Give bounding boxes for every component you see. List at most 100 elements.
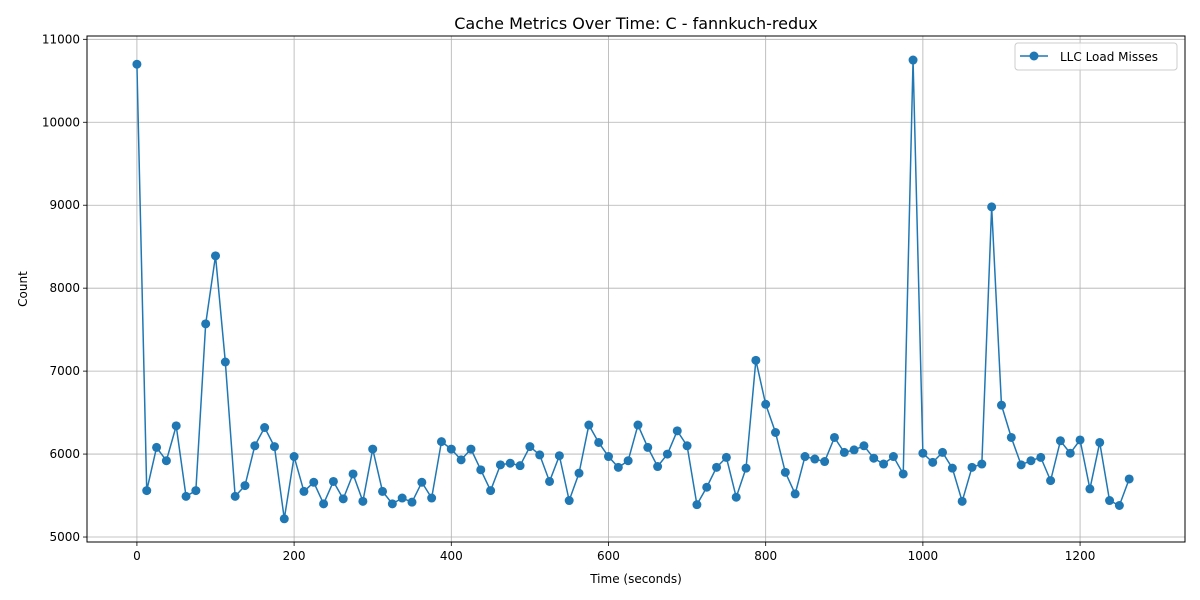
- data-point: [957, 496, 967, 506]
- data-point: [908, 55, 918, 65]
- x-tick-label: 600: [597, 549, 620, 563]
- data-point: [1095, 437, 1105, 447]
- data-point: [289, 452, 299, 462]
- data-point: [869, 453, 879, 463]
- data-point: [407, 497, 417, 507]
- x-tick-label: 1000: [908, 549, 939, 563]
- data-point: [839, 447, 849, 457]
- plot-frame: [86, 35, 1186, 543]
- y-tick-label: 10000: [42, 115, 80, 129]
- legend-box: [1014, 42, 1178, 71]
- data-point: [751, 355, 761, 365]
- data-point: [653, 462, 663, 472]
- y-tick-label: 9000: [49, 198, 80, 212]
- data-point: [1065, 448, 1075, 458]
- data-point: [702, 482, 712, 492]
- data-point: [387, 499, 397, 509]
- data-point: [564, 496, 574, 506]
- data-point: [1085, 484, 1095, 494]
- x-axis-label: Time (seconds): [589, 572, 682, 586]
- data-point: [348, 469, 358, 479]
- data-point: [368, 444, 378, 454]
- data-point: [1006, 432, 1016, 442]
- data-point: [918, 448, 928, 458]
- data-point: [1124, 474, 1134, 484]
- data-point: [947, 463, 957, 473]
- grid-lines: [87, 36, 1185, 542]
- x-tick-label: 800: [754, 549, 777, 563]
- data-point: [161, 456, 171, 466]
- data-point: [1105, 496, 1115, 506]
- data-point: [338, 494, 348, 504]
- data-point: [761, 399, 771, 409]
- data-point: [829, 432, 839, 442]
- data-point: [613, 462, 623, 472]
- data-point: [436, 437, 446, 447]
- data-point: [712, 462, 722, 472]
- data-point: [692, 500, 702, 510]
- chart-title: Cache Metrics Over Time: C - fannkuch-re…: [454, 14, 818, 33]
- x-tick-label: 1200: [1065, 549, 1096, 563]
- x-tick-label: 200: [283, 549, 306, 563]
- data-point: [996, 400, 1006, 410]
- data-point: [938, 447, 948, 457]
- data-point: [495, 460, 505, 470]
- data-point: [790, 489, 800, 499]
- data-point: [623, 456, 633, 466]
- data-point: [427, 493, 437, 503]
- data-point: [554, 451, 564, 461]
- data-point: [525, 442, 535, 452]
- data-point: [780, 467, 790, 477]
- data-point: [250, 441, 260, 451]
- axes: 0 200 400 600 800 1000 1200 5000 6000 7000 8000 900…: [42, 32, 1096, 563]
- y-tick-label: 6000: [49, 447, 80, 461]
- data-point: [171, 421, 181, 431]
- data-point: [446, 444, 456, 454]
- data-point: [1055, 436, 1065, 446]
- data-point: [358, 496, 368, 506]
- data-point: [731, 492, 741, 502]
- data-point: [1036, 452, 1046, 462]
- series-line: [136, 59, 1130, 520]
- data-point: [279, 514, 289, 524]
- data-point: [859, 441, 869, 451]
- data-point: [240, 481, 250, 491]
- data-point: [898, 469, 908, 479]
- data-point: [633, 420, 643, 430]
- data-point: [603, 452, 613, 462]
- data-point: [201, 319, 211, 329]
- data-point: [299, 486, 309, 496]
- y-tick-label: 7000: [49, 364, 80, 378]
- data-point: [662, 449, 672, 459]
- data-point: [319, 499, 329, 509]
- data-point: [230, 491, 240, 501]
- data-point: [181, 491, 191, 501]
- data-point: [928, 457, 938, 467]
- data-point: [191, 486, 201, 496]
- data-point: [545, 476, 555, 486]
- data-point: [682, 441, 692, 451]
- data-point: [269, 442, 279, 452]
- data-point: [879, 459, 889, 469]
- data-point: [142, 486, 152, 496]
- data-point: [515, 461, 525, 471]
- data-point: [987, 202, 997, 212]
- data-point: [771, 428, 781, 438]
- data-point: [397, 493, 407, 503]
- data-point: [1026, 456, 1036, 466]
- data-point: [643, 442, 653, 452]
- data-point: [594, 437, 604, 447]
- data-point: [152, 442, 162, 452]
- data-point: [417, 477, 427, 487]
- data-point: [466, 444, 476, 454]
- y-tick-label: 5000: [49, 530, 80, 544]
- data-point: [967, 462, 977, 472]
- data-point: [211, 251, 221, 261]
- data-point: [309, 477, 319, 487]
- data-point: [328, 476, 338, 486]
- data-point: [260, 423, 270, 433]
- data-point: [721, 452, 731, 462]
- legend-marker: [1029, 51, 1039, 61]
